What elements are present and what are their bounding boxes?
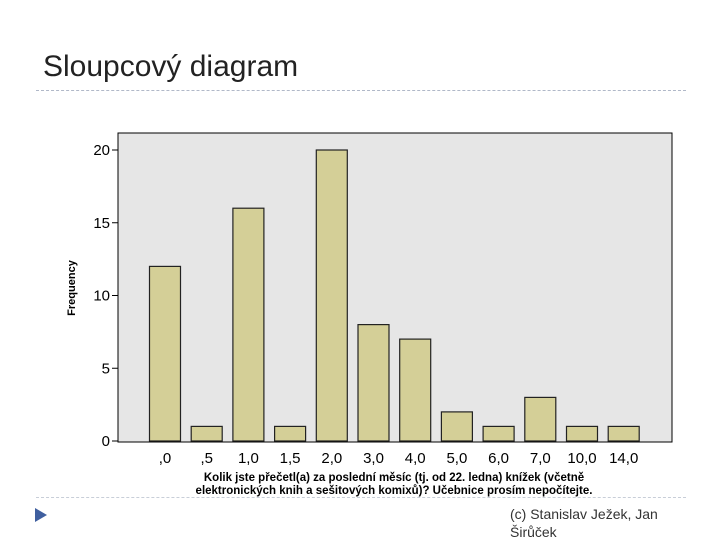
- x-tick-label: 4,0: [405, 450, 426, 467]
- bar-4: [315, 149, 348, 442]
- x-tick-label: ,0: [159, 450, 172, 467]
- bar-6: [399, 338, 432, 442]
- bar-1: [190, 425, 223, 442]
- bar-8: [482, 425, 515, 442]
- y-tick-label: 20: [93, 142, 110, 159]
- y-tick-label: 5: [102, 360, 110, 377]
- x-tick-label: 5,0: [446, 450, 467, 467]
- footer-divider: [36, 497, 686, 498]
- x-tick-label: 14,0: [609, 450, 638, 467]
- x-tick-label: 1,0: [238, 450, 259, 467]
- x-tick-label: 7,0: [530, 450, 551, 467]
- bar-0: [148, 265, 182, 442]
- footer-credit: (c) Stanislav Ježek, Jan Širůček: [510, 506, 658, 540]
- bar-2: [232, 207, 265, 442]
- x-tick-label: 2,0: [321, 450, 342, 467]
- y-tick-label: 15: [93, 215, 110, 232]
- x-tick-label: 1,5: [280, 450, 301, 467]
- slide-title: Sloupcový diagram: [43, 50, 299, 83]
- bar-7: [440, 411, 473, 442]
- x-tick-label: ,5: [200, 450, 213, 467]
- x-tick-label: 10,0: [567, 450, 596, 467]
- x-axis-label-line-1: Kolik jste přečetl(a) za poslední měsíc …: [204, 472, 584, 484]
- plot-area: [117, 132, 673, 443]
- title-divider: [36, 90, 686, 91]
- bar-9: [524, 396, 557, 442]
- y-tick-label: 10: [93, 288, 110, 305]
- bar-10: [565, 425, 599, 442]
- bar-11: [607, 425, 640, 442]
- triangle-right-icon[interactable]: [34, 507, 48, 523]
- y-tick-label: 0: [102, 433, 110, 450]
- bar-3: [274, 425, 307, 442]
- x-tick-label: 3,0: [363, 450, 384, 467]
- x-tick-label: 6,0: [488, 450, 509, 467]
- x-axis-label-line-2: elektronických knih a sešitových komixů)…: [196, 485, 593, 497]
- bar-5: [357, 324, 390, 442]
- y-axis-label: Frequency: [66, 259, 78, 316]
